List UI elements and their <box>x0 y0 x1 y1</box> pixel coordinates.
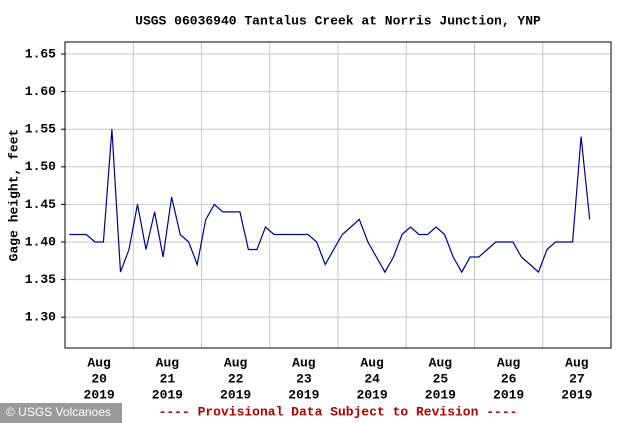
x-tick-label: 23 <box>296 371 312 386</box>
x-tick-label: Aug <box>360 355 384 370</box>
y-tick-label: 1.45 <box>25 197 56 212</box>
x-tick-label: 2019 <box>288 387 319 402</box>
x-tick-label: 2019 <box>84 387 115 402</box>
x-tick-label: 25 <box>433 371 449 386</box>
x-tick-label: 2019 <box>152 387 183 402</box>
y-tick-label: 1.30 <box>25 310 56 325</box>
x-tick-label: Aug <box>565 355 589 370</box>
x-tick-label: 26 <box>501 371 517 386</box>
x-tick-label: 2019 <box>561 387 592 402</box>
x-tick-label: Aug <box>87 355 111 370</box>
plot-frame <box>64 41 612 349</box>
y-tick-label: 1.55 <box>25 122 56 137</box>
x-tick-label: 20 <box>91 371 107 386</box>
x-tick-label: 2019 <box>493 387 524 402</box>
y-tick-label: 1.50 <box>25 159 56 174</box>
x-tick-label: 24 <box>364 371 380 386</box>
y-tick-label: 1.35 <box>25 272 56 287</box>
y-tick-label: 1.40 <box>25 234 56 249</box>
x-tick-label: Aug <box>497 355 521 370</box>
footer-note: ---- Provisional Data Subject to Revisio… <box>159 404 518 419</box>
x-tick-label: 21 <box>160 371 176 386</box>
x-tick-label: Aug <box>156 355 180 370</box>
watermark: © USGS Volcanoes <box>6 405 111 419</box>
y-axis-label: Gage height, feet <box>6 129 21 262</box>
y-tick-label: 1.65 <box>25 46 56 61</box>
x-tick-label: 2019 <box>220 387 251 402</box>
x-tick-label: Aug <box>429 355 453 370</box>
watermark-bg <box>0 403 122 423</box>
x-tick-label: 27 <box>569 371 585 386</box>
x-tick-label: Aug <box>292 355 316 370</box>
x-tick-label: 2019 <box>425 387 456 402</box>
x-tick-label: 2019 <box>357 387 388 402</box>
data-line <box>69 129 591 274</box>
x-tick-label: 22 <box>228 371 244 386</box>
chart-title: USGS 06036940 Tantalus Creek at Norris J… <box>135 13 541 28</box>
x-tick-label: Aug <box>224 355 248 370</box>
y-tick-label: 1.60 <box>25 84 56 99</box>
